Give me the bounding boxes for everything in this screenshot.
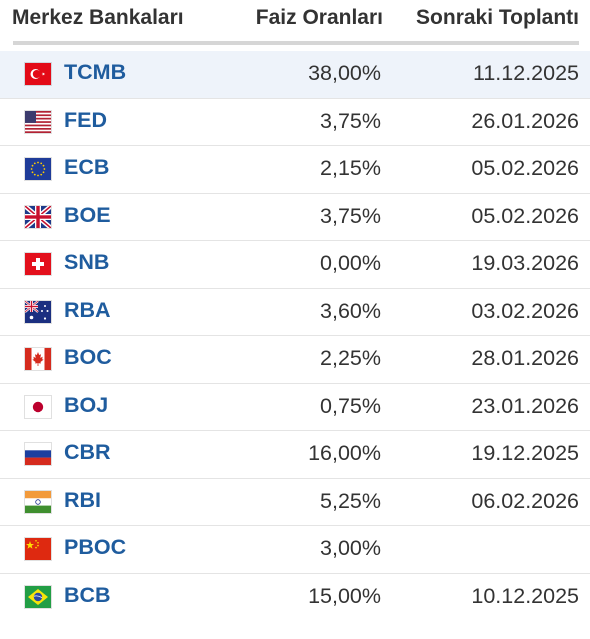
table-row: RBI 5,25% 06.02.2026 bbox=[0, 479, 590, 526]
interest-rate: 3,75% bbox=[320, 203, 381, 228]
bank-name-link[interactable]: ECB bbox=[64, 155, 110, 179]
interest-rate: 2,25% bbox=[320, 346, 381, 370]
interest-rate: 3,00% bbox=[320, 536, 381, 560]
japan-flag-icon bbox=[25, 395, 51, 418]
table-row: RBA 3,60% 03.02.2026 bbox=[0, 289, 590, 336]
india-flag-icon bbox=[25, 490, 51, 513]
interest-rate: 2,15% bbox=[320, 156, 381, 180]
table-row: PBOC 3,00% bbox=[0, 526, 590, 574]
bank-name-link[interactable]: FED bbox=[64, 107, 107, 132]
next-meeting-date: 23.01.2026 bbox=[471, 393, 579, 418]
header-divider bbox=[13, 41, 579, 45]
next-meeting-date: 19.03.2026 bbox=[471, 251, 579, 275]
next-meeting-date: 26.01.2026 bbox=[471, 108, 579, 133]
bank-name-link[interactable]: BCB bbox=[64, 582, 111, 607]
table-row: SNB 0,00% 19.03.2026 bbox=[0, 241, 590, 289]
bank-name-link[interactable]: PBOC bbox=[64, 535, 127, 559]
table-row: ECB 2,15% 05.02.2026 bbox=[0, 146, 590, 194]
table-row: FED 3,75% 26.01.2026 bbox=[0, 99, 590, 146]
next-meeting-date: 28.01.2026 bbox=[471, 346, 579, 370]
table-row: CBR 16,00% 19.12.2025 bbox=[0, 431, 590, 479]
interest-rate: 38,00% bbox=[308, 61, 381, 85]
table-header: Merkez Bankaları Faiz Oranları Sonraki T… bbox=[0, 0, 590, 46]
turkey-flag-icon bbox=[25, 63, 51, 85]
next-meeting-date: 19.12.2025 bbox=[471, 441, 579, 465]
bank-name-link[interactable]: BOC bbox=[64, 345, 112, 369]
bank-name-link[interactable]: TCMB bbox=[64, 60, 127, 84]
table-row: BOE 3,75% 05.02.2026 bbox=[0, 194, 590, 241]
interest-rate: 5,25% bbox=[320, 488, 381, 513]
usa-flag-icon bbox=[25, 110, 51, 133]
canada-flag-icon bbox=[25, 348, 51, 370]
uk-flag-icon bbox=[25, 205, 51, 228]
interest-rate: 3,60% bbox=[320, 298, 381, 323]
table-row: BCB 15,00% 10.12.2025 bbox=[0, 574, 590, 622]
next-meeting-date: 11.12.2025 bbox=[472, 61, 579, 85]
next-meeting-date: 06.02.2026 bbox=[471, 488, 579, 513]
next-meeting-date: 05.02.2026 bbox=[471, 156, 579, 180]
column-header-rate[interactable]: Faiz Oranları bbox=[255, 6, 383, 29]
next-meeting-date: 03.02.2026 bbox=[471, 298, 579, 323]
eu-flag-icon bbox=[25, 158, 51, 180]
bank-name-link[interactable]: SNB bbox=[64, 250, 110, 274]
table-row: BOJ 0,75% 23.01.2026 bbox=[0, 384, 590, 431]
australia-flag-icon bbox=[25, 300, 51, 323]
brazil-flag-icon bbox=[25, 585, 51, 608]
interest-rate: 15,00% bbox=[308, 583, 381, 608]
next-meeting-date: 10.12.2025 bbox=[471, 583, 579, 608]
russia-flag-icon bbox=[25, 443, 51, 465]
bank-name-link[interactable]: RBA bbox=[64, 297, 111, 322]
column-header-next-meeting[interactable]: Sonraki Toplantı bbox=[416, 6, 579, 29]
table-row: TCMB 38,00% 11.12.2025 bbox=[0, 51, 590, 99]
bank-name-link[interactable]: BOJ bbox=[64, 392, 109, 417]
table-body: TCMB 38,00% 11.12.2025 FED 3,75% 26.01.2… bbox=[0, 51, 590, 621]
next-meeting-date: 05.02.2026 bbox=[471, 203, 579, 228]
switzerland-flag-icon bbox=[25, 253, 51, 275]
interest-rate: 3,75% bbox=[320, 108, 381, 133]
table-row: BOC 2,25% 28.01.2026 bbox=[0, 336, 590, 384]
china-flag-icon bbox=[25, 538, 51, 560]
bank-name-link[interactable]: CBR bbox=[64, 440, 111, 464]
bank-name-link[interactable]: BOE bbox=[64, 202, 111, 227]
bank-name-link[interactable]: RBI bbox=[64, 487, 102, 512]
interest-rate: 0,00% bbox=[320, 251, 381, 275]
column-header-bank[interactable]: Merkez Bankaları bbox=[12, 6, 184, 29]
interest-rate: 0,75% bbox=[320, 393, 381, 418]
interest-rate: 16,00% bbox=[308, 441, 381, 465]
